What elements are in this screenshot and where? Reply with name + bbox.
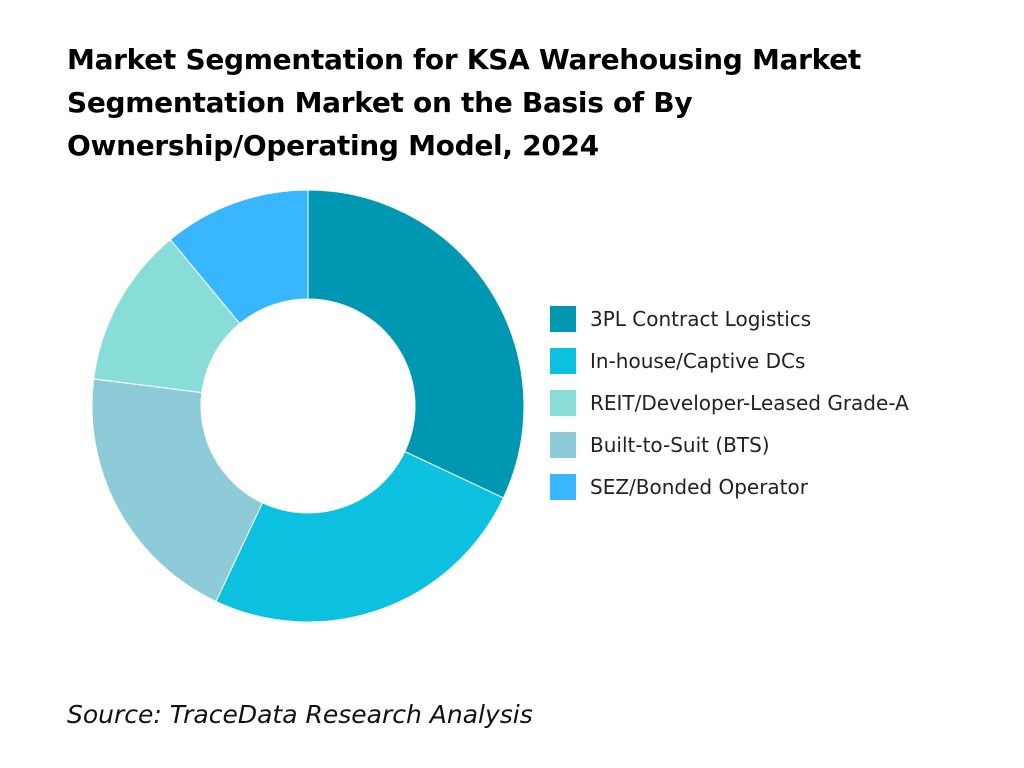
legend-label: Built-to-Suit (BTS) [590, 433, 770, 457]
legend-label: REIT/Developer-Leased Grade-A [590, 391, 909, 415]
legend-item: Built-to-Suit (BTS) [550, 424, 909, 466]
donut-slice-in-house-captive-dcs [215, 450, 505, 623]
legend-swatch [550, 348, 576, 374]
source-note: Source: TraceData Research Analysis [67, 700, 533, 729]
donut-slice-sez-bonded-operator [169, 189, 309, 325]
legend-swatch [550, 306, 576, 332]
legend-swatch [550, 432, 576, 458]
legend-label: 3PL Contract Logistics [590, 307, 812, 331]
legend-item: 3PL Contract Logistics [550, 298, 909, 340]
legend-swatch [550, 474, 576, 500]
donut-slice-3pl-contract-logistics [307, 189, 525, 499]
donut-slice-built-to-suit-bts [91, 378, 264, 603]
legend-label: In-house/Captive DCs [590, 349, 806, 373]
legend: 3PL Contract Logistics In-house/Captive … [550, 298, 909, 508]
legend-item: SEZ/Bonded Operator [550, 466, 909, 508]
chart-title: Market Segmentation for KSA Warehousing … [67, 43, 861, 162]
legend-item: In-house/Captive DCs [550, 340, 909, 382]
legend-label: SEZ/Bonded Operator [590, 475, 808, 499]
legend-swatch [550, 390, 576, 416]
legend-item: REIT/Developer-Leased Grade-A [550, 382, 909, 424]
